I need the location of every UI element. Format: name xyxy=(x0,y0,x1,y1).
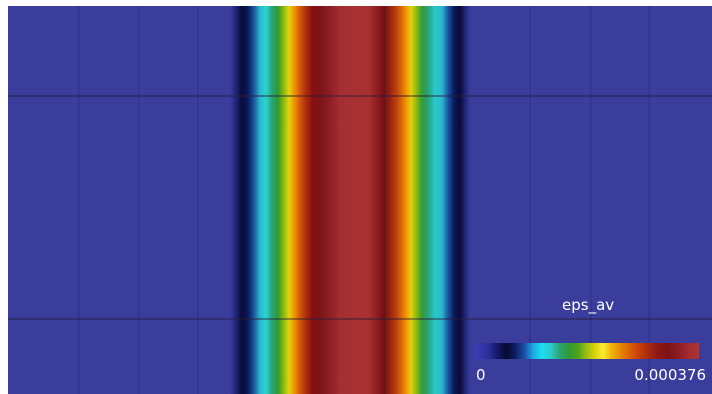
strain-field-band xyxy=(230,6,470,394)
colorbar-title: eps_av xyxy=(562,296,615,314)
colorbar-min-label: 0 xyxy=(476,366,486,384)
colorbar xyxy=(475,343,699,359)
mesh-grid xyxy=(8,6,712,394)
colorbar-max-label: 0.000376 xyxy=(634,366,706,384)
element-edge-line xyxy=(384,6,385,394)
render-viewport[interactable] xyxy=(8,6,712,394)
